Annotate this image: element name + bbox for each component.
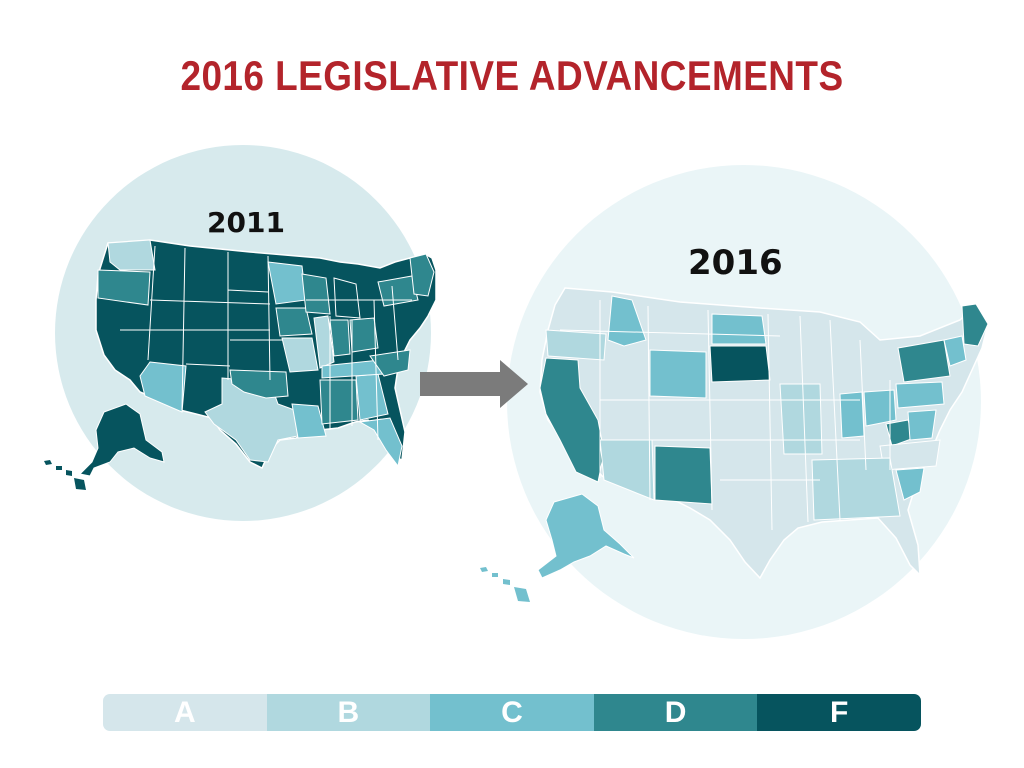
map-2011-label: 2011 (207, 206, 285, 239)
map-2016-region-nm (654, 445, 713, 505)
legend-grade-b: B (266, 694, 431, 731)
map-2016-region-south-b (811, 457, 901, 521)
map-2011-region-tx (204, 377, 301, 463)
map-2016-region-me (961, 303, 989, 347)
legend-grade-f-label: F (830, 695, 849, 729)
map-2011-region-or (97, 269, 151, 306)
map-2016-region-sd (709, 345, 771, 383)
map-2016-region-vt-nh (943, 335, 967, 367)
map-2011-region-wi (301, 273, 331, 315)
map-2016-region-west-b (545, 329, 607, 361)
map-2016-region-nd (711, 313, 767, 345)
map-2016-region-in (839, 391, 865, 439)
map-2016-region-az (599, 439, 655, 501)
map-2016-region-wy (649, 349, 707, 399)
arrow-right-icon (420, 360, 528, 408)
map-2016-region-ca (539, 357, 605, 483)
map-2016-hawaii (480, 567, 530, 602)
map-2011-region-nc (369, 349, 411, 377)
map-2011-region-mo (281, 337, 319, 373)
map-2011-region-ne (409, 253, 435, 297)
legend-grade-d: D (593, 694, 758, 731)
legend-grade-f: F (757, 694, 921, 731)
map-2011-region-ia (275, 307, 313, 337)
legend-grade-d-label: D (664, 695, 687, 729)
legend-grade-c: C (430, 694, 594, 731)
map-2016-region-id (607, 295, 647, 347)
page-title: 2016 LEGISLATIVE ADVANCEMENTS (180, 52, 844, 99)
map-2011 (44, 239, 437, 490)
map-2011-region-oh (349, 317, 379, 353)
map-2016-region-ak (779, 383, 823, 455)
map-2016 (480, 287, 989, 602)
map-2016-label: 2016 (688, 243, 783, 283)
map-2011-region-fl (358, 417, 403, 468)
legend-grade-c-label: C (501, 695, 523, 729)
grade-legend: A B C D F (103, 694, 921, 731)
map-2016-region-oh (863, 389, 897, 427)
map-2016-region-sc (895, 467, 925, 501)
map-2011-region-az (139, 361, 187, 413)
map-2016-state-lines (559, 300, 891, 531)
map-2016-alaska (537, 493, 635, 579)
map-2011-alaska (78, 403, 165, 477)
map-2016-region-va (907, 409, 937, 441)
map-2011-region-la (291, 403, 327, 439)
map-2011-hawaii (44, 460, 86, 490)
map-2016-region-pa (895, 381, 945, 409)
map-2011-region-il (313, 315, 335, 369)
legend-grade-a: A (103, 694, 267, 731)
map-2011-region-ok (229, 369, 289, 399)
legend-grade-b-label: B (337, 695, 360, 729)
map-2011-region-in (329, 319, 351, 357)
map-2011-region-mi (333, 277, 361, 319)
legend-grade-a-label: A (173, 695, 196, 729)
map-2011-region-wa (107, 239, 156, 271)
map-2011-state-lines (120, 245, 412, 441)
map-2011-region-ny (377, 275, 419, 307)
map-2016-region-ny (897, 339, 951, 383)
